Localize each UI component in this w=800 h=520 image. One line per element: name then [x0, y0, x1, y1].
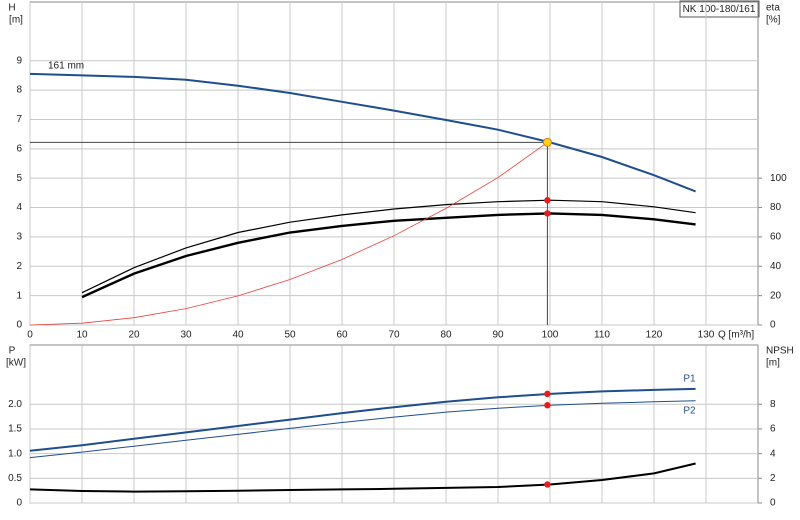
- y-tick-label: 6: [16, 143, 22, 154]
- y2-tick-label: 40: [770, 261, 782, 272]
- operating-point: [542, 137, 552, 147]
- y-tick-label: 0: [16, 498, 22, 509]
- point-marker: [544, 210, 551, 217]
- y2-tick-label: 0: [770, 498, 776, 509]
- y2-tick-label: 80: [770, 202, 782, 213]
- y-tick-label: 1.0: [8, 448, 22, 459]
- x-tick-label: 110: [594, 330, 610, 341]
- y-tick-label: 0: [16, 320, 22, 331]
- y-axis-label: P: [9, 346, 16, 357]
- y-axis-label: H: [8, 3, 15, 14]
- y-tick-label: 2: [16, 261, 22, 272]
- y2-tick-label: 4: [770, 448, 776, 459]
- curve: [81, 199, 696, 294]
- point-marker: [544, 481, 551, 488]
- curve: [29, 400, 696, 459]
- model-box: [679, 0, 760, 18]
- y-tick-label: 1.5: [8, 424, 22, 435]
- x-tick-label: 120: [646, 330, 663, 341]
- y-tick-label: 3: [16, 232, 22, 243]
- x-tick-label: 60: [336, 330, 348, 341]
- x-axis-label: Q [m³/h]: [718, 330, 754, 341]
- y-tick-label: 1: [16, 290, 22, 301]
- y2-axis-unit: [%]: [766, 15, 781, 26]
- y-tick-label: 9: [16, 55, 22, 66]
- curve: [29, 462, 696, 493]
- y2-tick-label: 8: [770, 399, 776, 410]
- point-marker: [544, 197, 551, 204]
- x-tick-label: 50: [284, 330, 296, 341]
- y2-axis-label: eta: [766, 3, 780, 14]
- x-tick-label: 100: [542, 330, 559, 341]
- y2-tick-label: 6: [770, 424, 776, 435]
- curve: [29, 142, 548, 326]
- y2-tick-label: 60: [770, 232, 782, 243]
- y-tick-label: 4: [16, 202, 22, 213]
- x-tick-label: 90: [492, 330, 504, 341]
- x-tick-label: 40: [232, 330, 244, 341]
- curve: [29, 72, 696, 193]
- x-tick-label: 10: [76, 330, 88, 341]
- model-label: NK 100-180/161: [683, 4, 756, 15]
- x-tick-label: 0: [27, 330, 33, 341]
- y-tick-label: 5: [16, 173, 22, 184]
- y-tick-label: 7: [16, 114, 22, 125]
- y-axis-unit: [m]: [9, 15, 23, 26]
- y-tick-label: 2.0: [8, 399, 22, 410]
- curve: [81, 212, 696, 299]
- y2-axis-label: NPSH: [766, 346, 794, 357]
- curve: [29, 387, 696, 452]
- series-label: P1: [683, 374, 696, 385]
- y2-tick-label: 0: [770, 320, 776, 331]
- y-axis-unit: [kW]: [6, 358, 26, 369]
- x-tick-label: 70: [388, 330, 400, 341]
- point-marker: [544, 390, 551, 398]
- series-label: P2: [683, 405, 696, 416]
- y-tick-label: 0.5: [8, 473, 22, 484]
- y-tick-label: 8: [16, 85, 22, 96]
- y2-tick-label: 2: [770, 473, 776, 484]
- x-tick-label: 80: [440, 330, 452, 341]
- y2-tick-label: 100: [770, 173, 787, 184]
- x-tick-label: 20: [128, 330, 140, 341]
- point-marker: [544, 402, 551, 409]
- x-tick-label: 130: [698, 330, 715, 341]
- y2-tick-label: 20: [770, 290, 782, 301]
- y2-axis-unit: [m]: [766, 358, 780, 369]
- series-label: 161 mm: [48, 61, 84, 72]
- x-tick-label: 30: [180, 330, 192, 341]
